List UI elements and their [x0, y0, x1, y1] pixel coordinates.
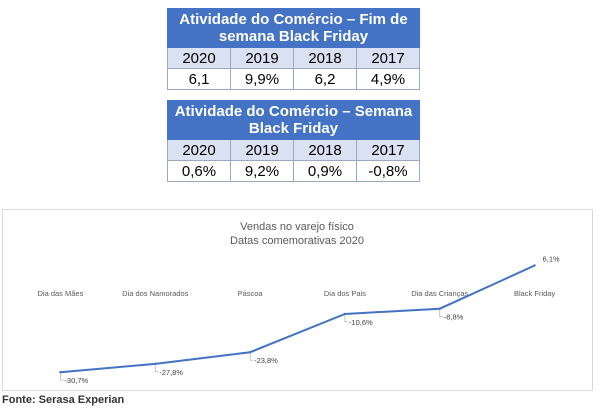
week-activity-table: Atividade do Comércio – Semana Black Fri… — [167, 100, 420, 182]
year-cell: 2019 — [230, 139, 294, 161]
category-label: Dia dos Namorados — [122, 289, 189, 298]
data-point — [248, 351, 252, 354]
table-title: Atividade do Comércio – Semana Black Fri… — [167, 100, 420, 140]
data-label: -30,7% — [64, 376, 88, 385]
data-point — [533, 264, 536, 267]
source-note: Fonte: Serasa Experian — [2, 394, 125, 406]
weekend-activity-table: Atividade do Comércio – Fim de semana Bl… — [167, 8, 420, 90]
data-label: -27,8% — [159, 368, 183, 377]
data-label: -10,6% — [349, 318, 373, 327]
value-cell: 6,2 — [293, 68, 357, 90]
chart-subtitle: Datas comemorativas 2020 — [230, 235, 364, 247]
data-label: -8,8% — [444, 313, 464, 322]
category-label: Dia das Crianças — [411, 289, 468, 298]
chart-title: Vendas no varejo físico — [240, 221, 354, 233]
data-point — [59, 371, 62, 374]
data-point — [438, 307, 441, 310]
category-label: Dia dos Pais — [324, 289, 366, 298]
value-cell: 4,9% — [356, 68, 420, 90]
sales-chart-container: Vendas no varejo físico Datas comemorati… — [2, 209, 593, 391]
series-line — [60, 264, 535, 374]
data-label: -23,8% — [254, 356, 278, 365]
year-cell: 2020 — [167, 139, 231, 161]
value-cell: 0,9% — [293, 160, 357, 182]
sales-line-chart: Vendas no varejo físico Datas comemorati… — [37, 221, 560, 385]
value-cell: 9,9% — [230, 68, 294, 90]
value-cell: 9,2% — [230, 160, 294, 182]
category-label: Dia das Mães — [37, 289, 83, 298]
category-label: Páscoa — [238, 289, 264, 298]
label-leader — [154, 364, 159, 373]
table-title: Atividade do Comércio – Fim de semana Bl… — [167, 8, 420, 48]
data-label: 6,1% — [543, 255, 560, 264]
label-leader — [249, 353, 254, 361]
label-leader — [344, 314, 348, 323]
year-cell: 2018 — [293, 47, 357, 69]
data-point — [343, 312, 347, 316]
value-cell: 6,1 — [167, 68, 231, 90]
category-label: Black Friday — [514, 289, 556, 298]
label-leader — [439, 309, 443, 318]
year-cell: 2017 — [356, 47, 420, 69]
value-cell: 0,6% — [167, 160, 231, 182]
value-cell: -0,8% — [356, 160, 420, 182]
year-cell: 2019 — [230, 47, 294, 69]
year-cell: 2020 — [167, 47, 231, 69]
data-point — [154, 362, 157, 366]
year-cell: 2018 — [293, 139, 357, 161]
year-cell: 2017 — [356, 139, 420, 161]
label-leader — [60, 373, 64, 381]
